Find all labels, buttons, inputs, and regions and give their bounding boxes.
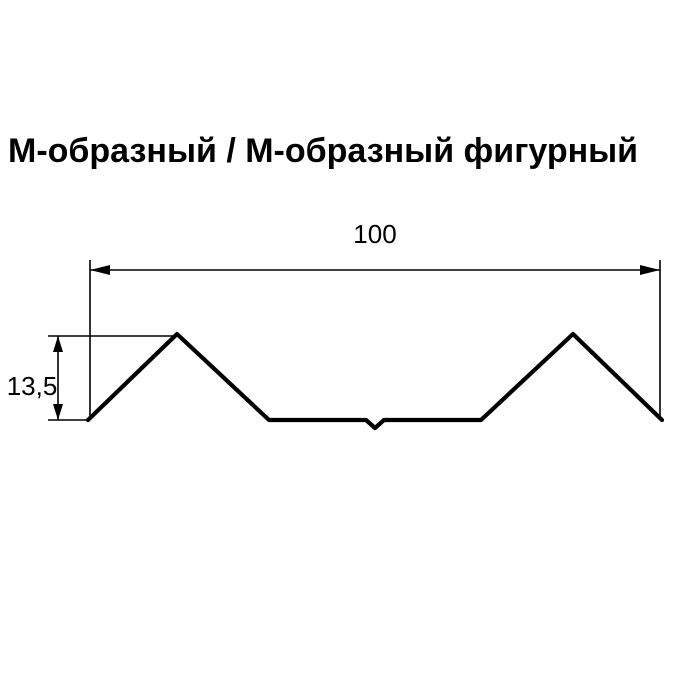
profile-line	[88, 334, 662, 428]
dimension-height	[48, 336, 173, 420]
dimension-height-label: 13,5	[2, 371, 62, 402]
dimension-width	[90, 260, 660, 418]
diagram-canvas: М-образный / М-образный фигурный 100 13,…	[0, 0, 700, 700]
diagram-svg	[0, 0, 700, 700]
dimension-width-label: 100	[345, 219, 405, 250]
